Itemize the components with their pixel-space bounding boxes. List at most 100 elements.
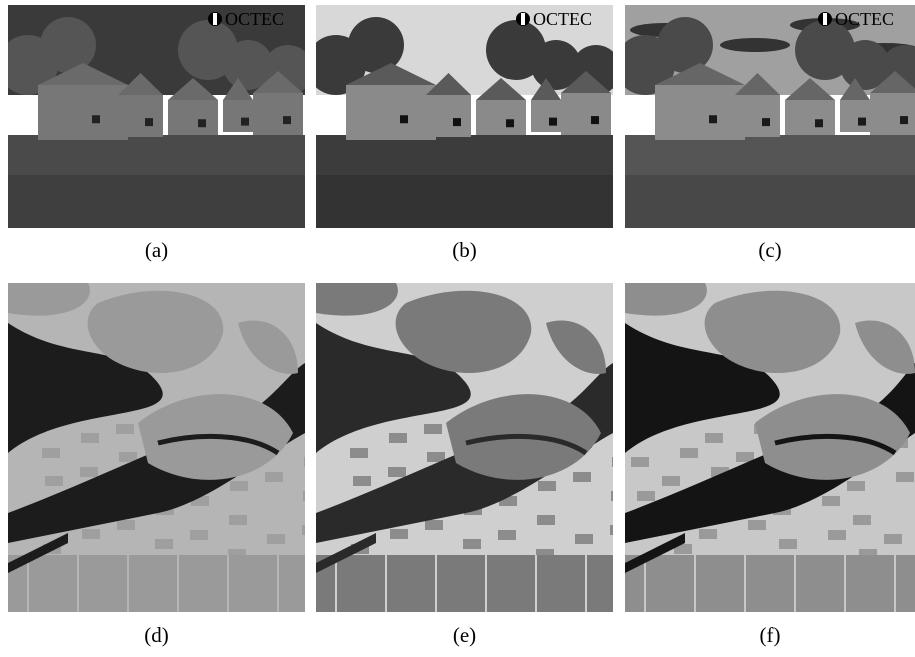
watermark-text: OCTEC	[533, 9, 592, 29]
fields	[8, 555, 305, 612]
window	[453, 118, 461, 126]
block	[155, 539, 173, 549]
window	[591, 116, 599, 124]
block	[847, 481, 865, 491]
watermark-text: OCTEC	[225, 9, 284, 29]
house	[223, 100, 253, 132]
tree	[40, 17, 96, 73]
caption: (c)	[758, 238, 781, 262]
house	[346, 85, 436, 140]
block	[42, 448, 60, 458]
house	[168, 100, 218, 135]
block	[575, 534, 593, 544]
block	[680, 448, 698, 458]
house	[118, 95, 163, 137]
figure: OCTEC (a) OCTEC (b) OCTEC (c) (d) (e) (f)	[0, 0, 915, 652]
image-panel: OCTEC	[615, 5, 915, 228]
image-panel: OCTEC	[306, 5, 621, 228]
window	[145, 118, 153, 126]
watermark-logo-cut	[521, 13, 525, 25]
block	[82, 529, 100, 539]
window	[549, 118, 557, 126]
block	[265, 472, 283, 482]
window	[900, 116, 908, 124]
block	[425, 520, 443, 530]
block	[80, 467, 98, 477]
watermark-logo-cut	[823, 13, 827, 25]
block	[498, 530, 516, 540]
block	[230, 481, 248, 491]
block	[637, 491, 655, 501]
house	[531, 100, 561, 132]
block	[353, 476, 371, 486]
scene	[316, 283, 630, 612]
cloud	[720, 38, 790, 52]
scene	[615, 5, 915, 228]
block	[822, 496, 840, 506]
block	[853, 515, 871, 525]
block	[884, 534, 902, 544]
scene	[625, 283, 915, 612]
caption: (d)	[144, 623, 169, 647]
block	[116, 424, 134, 434]
block	[699, 529, 717, 539]
house	[561, 93, 611, 135]
tree	[348, 17, 404, 73]
floor-shade	[316, 175, 613, 228]
block	[190, 530, 208, 540]
window	[241, 118, 249, 126]
window	[198, 119, 206, 127]
house	[840, 100, 870, 132]
image-panel	[316, 283, 630, 612]
tree	[657, 17, 713, 73]
block	[662, 476, 680, 486]
block	[350, 448, 368, 458]
image-panel	[625, 283, 915, 612]
fields	[316, 555, 613, 612]
block	[390, 529, 408, 539]
page: OCTEC(a)OCTEC(b)OCTEC(c)(d)(e)(f) (() =>…	[0, 0, 915, 652]
image-panel	[8, 283, 322, 612]
floor-shade	[625, 175, 915, 228]
house	[38, 85, 128, 140]
block	[748, 520, 766, 530]
block	[117, 520, 135, 530]
window	[283, 116, 291, 124]
block	[538, 481, 556, 491]
block	[424, 424, 442, 434]
window	[92, 115, 100, 123]
caption: (e)	[453, 623, 476, 647]
scene	[0, 5, 313, 228]
block	[388, 467, 406, 477]
block	[389, 433, 407, 443]
block	[828, 530, 846, 540]
caption: (a)	[145, 238, 168, 262]
block	[537, 515, 555, 525]
scene	[8, 283, 322, 612]
block	[81, 433, 99, 443]
house	[426, 95, 471, 137]
house	[655, 85, 745, 140]
house	[253, 93, 303, 135]
house	[476, 100, 526, 135]
window	[400, 115, 408, 123]
caption: (b)	[452, 238, 477, 262]
floor-shade	[8, 175, 305, 228]
caption: (f)	[760, 623, 781, 647]
block	[463, 539, 481, 549]
house	[785, 100, 835, 135]
block	[573, 472, 591, 482]
scene	[306, 5, 621, 228]
window	[506, 119, 514, 127]
block	[631, 457, 649, 467]
block	[45, 476, 63, 486]
window	[709, 115, 717, 123]
window	[815, 119, 823, 127]
block	[705, 433, 723, 443]
watermark-text: OCTEC	[835, 9, 894, 29]
fields	[625, 555, 915, 612]
house	[735, 95, 780, 137]
block	[896, 472, 914, 482]
block	[779, 539, 797, 549]
window	[762, 118, 770, 126]
